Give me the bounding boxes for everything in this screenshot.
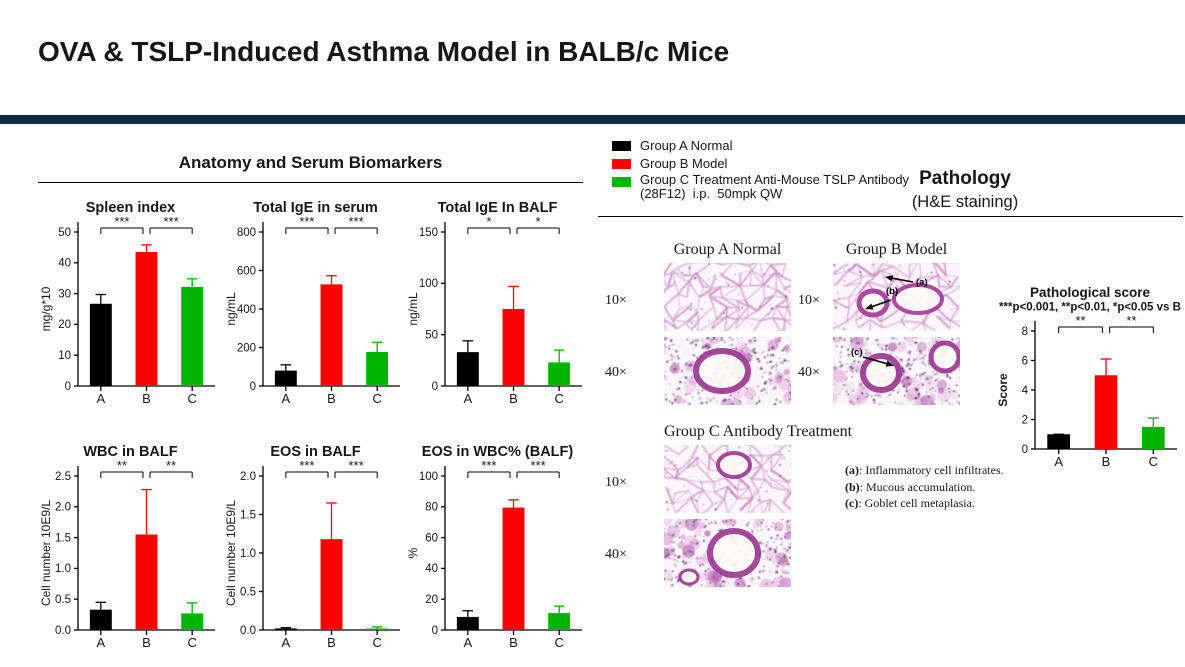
svg-text:0: 0 [432, 381, 438, 393]
svg-text:***: *** [481, 458, 496, 473]
svg-text:***: *** [299, 214, 314, 229]
svg-text:10: 10 [58, 350, 71, 362]
svg-text:1.0: 1.0 [55, 563, 71, 575]
svg-text:100: 100 [419, 278, 438, 290]
svg-text:C: C [372, 635, 381, 650]
svg-text:30: 30 [58, 288, 71, 300]
svg-text:0.5: 0.5 [240, 586, 256, 598]
svg-text:A: A [281, 635, 290, 650]
svg-text:2: 2 [1022, 414, 1028, 426]
svg-text:A: A [1054, 454, 1063, 469]
svg-text:***: *** [299, 458, 314, 473]
svg-text:**: ** [1075, 313, 1085, 328]
svg-text:0: 0 [1022, 444, 1028, 456]
svg-text:A: A [281, 391, 290, 406]
svg-text:Score: Score [996, 373, 1010, 407]
svg-text:50: 50 [425, 329, 438, 341]
svg-text:2.5: 2.5 [55, 471, 71, 483]
svg-text:A: A [463, 391, 472, 406]
svg-text:0: 0 [432, 625, 438, 637]
svg-text:mg/g*10: mg/g*10 [39, 286, 53, 331]
svg-text:40: 40 [58, 258, 71, 270]
svg-text:A: A [463, 635, 472, 650]
svg-text:C: C [187, 635, 196, 650]
svg-text:***: *** [348, 214, 363, 229]
svg-text:Cell number 10E9/L: Cell number 10E9/L [224, 500, 238, 606]
svg-text:C: C [372, 391, 381, 406]
svg-text:4: 4 [1022, 385, 1029, 397]
svg-text:400: 400 [237, 304, 256, 316]
svg-text:EOS in BALF: EOS in BALF [270, 444, 360, 460]
svg-text:150: 150 [419, 227, 438, 239]
svg-text:80: 80 [425, 502, 438, 514]
svg-text:B: B [142, 391, 151, 406]
svg-text:600: 600 [237, 265, 256, 277]
svg-text:***p<0.001, **p<0.01, *p<0.05: ***p<0.001, **p<0.01, *p<0.05 vs B [999, 302, 1181, 314]
svg-text:B: B [509, 391, 518, 406]
svg-text:*: * [486, 214, 491, 229]
svg-text:Spleen index: Spleen index [86, 200, 175, 216]
svg-text:WBC in BALF: WBC in BALF [83, 444, 177, 460]
svg-text:***: *** [530, 458, 545, 473]
svg-text:1.5: 1.5 [240, 509, 256, 521]
svg-text:C: C [554, 391, 563, 406]
svg-text:***: *** [114, 214, 129, 229]
svg-text:0: 0 [250, 381, 256, 393]
svg-text:Pathological score: Pathological score [1030, 285, 1151, 300]
svg-text:40: 40 [425, 563, 438, 575]
svg-text:2.0: 2.0 [240, 471, 256, 483]
svg-text:ng/mL: ng/mL [224, 292, 238, 326]
svg-text:200: 200 [237, 342, 256, 354]
svg-text:**: ** [166, 458, 176, 473]
svg-text:B: B [142, 635, 151, 650]
svg-text:**: ** [1126, 313, 1136, 328]
svg-text:EOS in WBC% (BALF): EOS in WBC% (BALF) [422, 444, 574, 460]
svg-text:20: 20 [58, 319, 71, 331]
svg-text:8: 8 [1022, 326, 1028, 338]
svg-text:2.0: 2.0 [55, 502, 71, 514]
svg-text:C: C [554, 635, 563, 650]
svg-text:C: C [187, 391, 196, 406]
svg-text:1.0: 1.0 [240, 548, 256, 560]
svg-text:%: % [406, 547, 420, 558]
svg-text:A: A [96, 635, 105, 650]
svg-text:0.0: 0.0 [55, 625, 71, 637]
svg-text:C: C [1149, 454, 1158, 469]
svg-text:**: ** [117, 458, 127, 473]
svg-text:0.5: 0.5 [55, 594, 71, 606]
svg-text:0: 0 [65, 381, 71, 393]
svg-text:60: 60 [425, 532, 438, 544]
svg-text:20: 20 [425, 594, 438, 606]
svg-text:100: 100 [419, 471, 438, 483]
svg-text:6: 6 [1022, 355, 1028, 367]
svg-text:*: * [536, 214, 541, 229]
svg-text:A: A [96, 391, 105, 406]
svg-text:50: 50 [58, 227, 71, 239]
svg-text:***: *** [348, 458, 363, 473]
svg-text:***: *** [163, 214, 178, 229]
svg-text:B: B [327, 635, 336, 650]
svg-text:B: B [1102, 454, 1111, 469]
svg-text:Cell number 10E9/L: Cell number 10E9/L [39, 500, 53, 606]
svg-text:800: 800 [237, 227, 256, 239]
svg-text:0.0: 0.0 [240, 625, 256, 637]
svg-text:B: B [327, 391, 336, 406]
svg-text:1.5: 1.5 [55, 532, 71, 544]
svg-text:B: B [509, 635, 518, 650]
svg-text:ng/mL: ng/mL [406, 292, 420, 326]
